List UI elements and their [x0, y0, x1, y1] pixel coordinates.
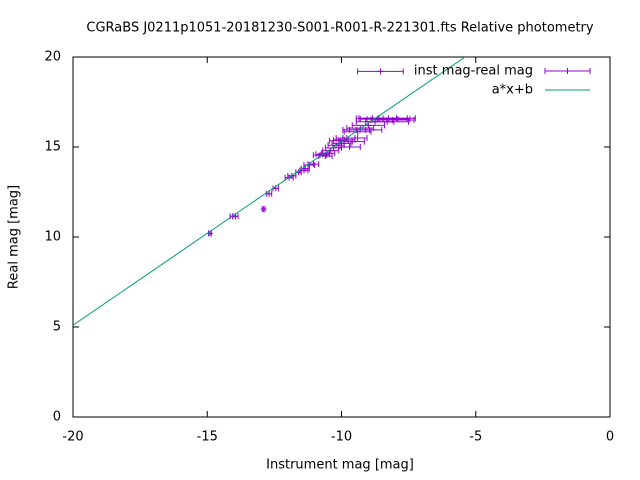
- x-tick-label: -15: [197, 430, 218, 445]
- point: [393, 115, 400, 122]
- x-axis-label: Instrument mag [mag]: [266, 458, 414, 473]
- point: [260, 206, 267, 213]
- legend-label: inst mag-real mag: [414, 64, 533, 79]
- y-axis-label: Real mag [mag]: [7, 185, 22, 289]
- y-tick-label: 5: [53, 320, 61, 335]
- point: [385, 116, 392, 123]
- fit-line: [73, 57, 466, 326]
- y-tick-label: 10: [44, 230, 61, 245]
- point: [325, 150, 332, 157]
- plot-area: [73, 57, 466, 326]
- point: [322, 153, 329, 159]
- plot-border: [72, 56, 611, 418]
- point: [377, 68, 384, 75]
- point: [346, 144, 353, 150]
- x-tick-label: 0: [606, 430, 614, 445]
- point: [351, 135, 358, 141]
- point: [362, 126, 369, 133]
- y-tick-label: 20: [44, 50, 61, 65]
- x-tick-label: -5: [469, 430, 482, 445]
- x-tick-label: -20: [62, 430, 83, 445]
- y-tick-label: 0: [53, 410, 61, 425]
- y-tick-label: 15: [44, 140, 61, 155]
- point: [266, 190, 273, 197]
- legend-swatch: [544, 68, 591, 74]
- x-tick-label: -10: [331, 430, 352, 445]
- legend-label: a*x+b: [492, 83, 533, 98]
- point: [335, 137, 342, 144]
- chart-title: CGRaBS J0211p1051-20181230-S001-R001-R-2…: [86, 21, 593, 36]
- point: [310, 161, 317, 168]
- point: [349, 138, 356, 145]
